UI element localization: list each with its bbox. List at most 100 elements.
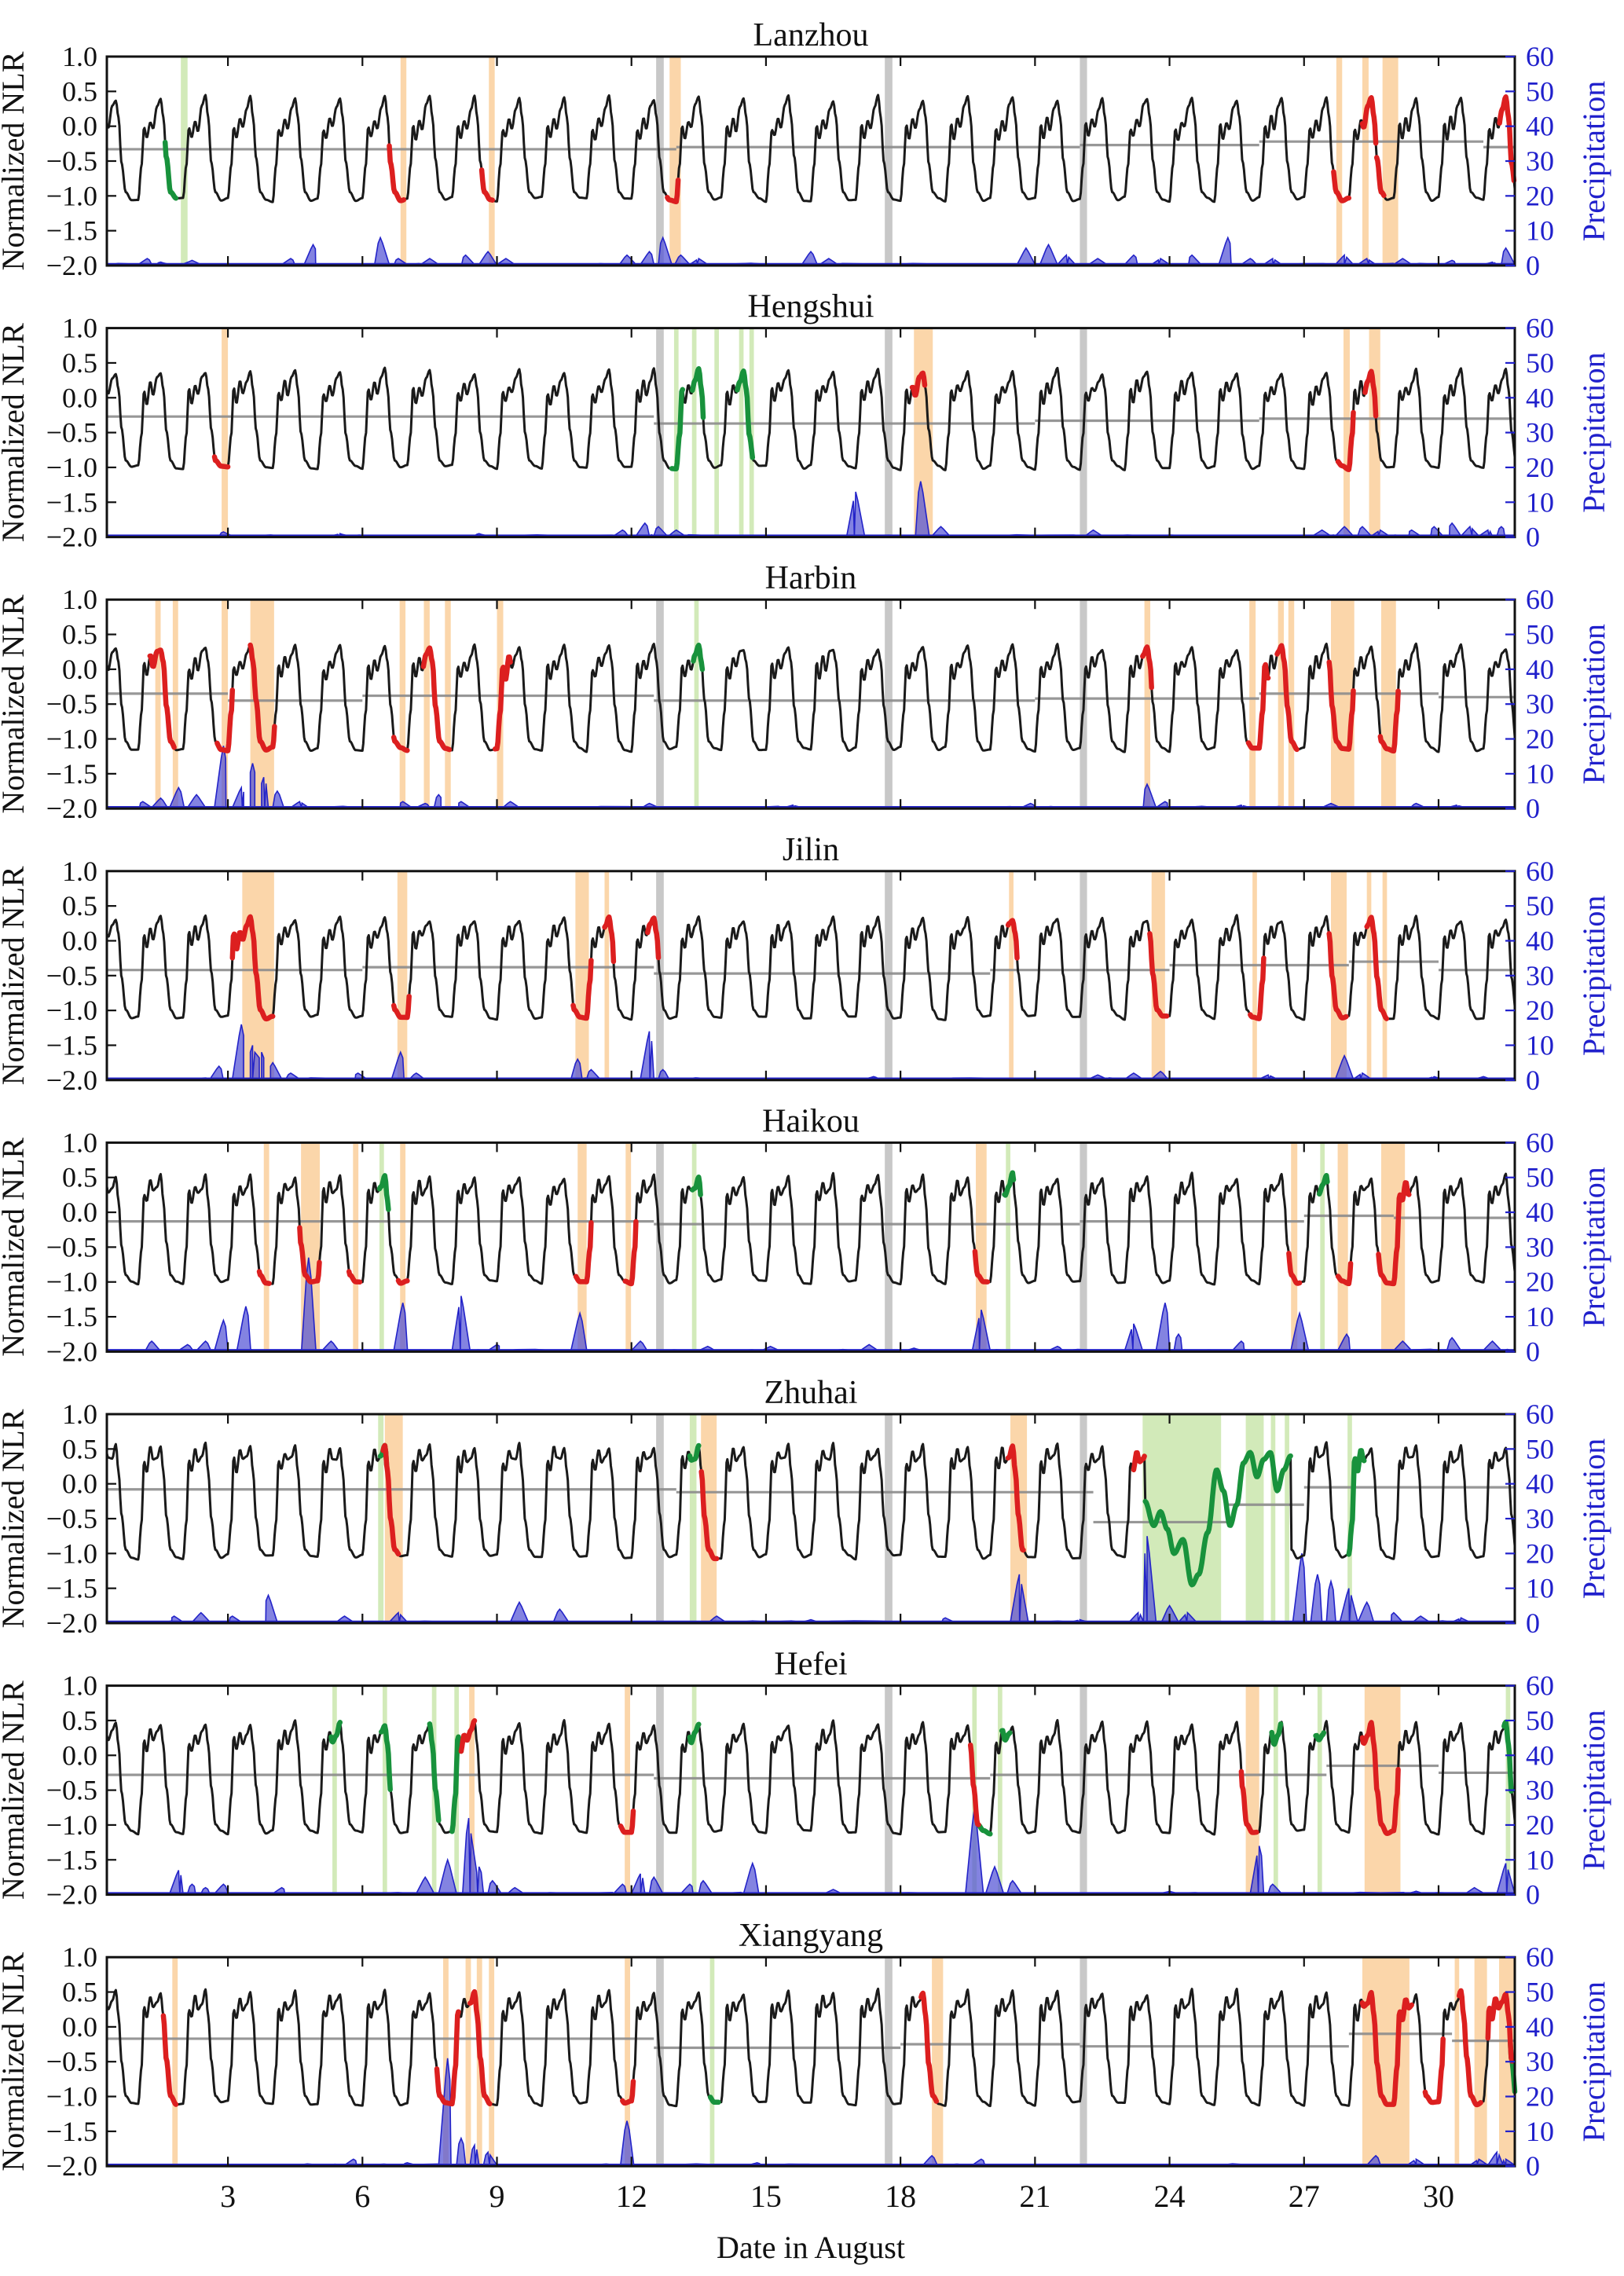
y-left-tick-label: −2.0 [46, 250, 97, 281]
green-band [691, 1142, 697, 1352]
x-tick-label: 6 [354, 2179, 370, 2214]
red-anomaly-segment [1335, 1260, 1354, 1287]
y-left-tick-label: −1.5 [46, 758, 97, 790]
panel-title: Haikou [762, 1103, 860, 1139]
red-anomaly-segment [622, 1219, 639, 1287]
red-anomaly-segment [1335, 409, 1356, 472]
panel-haikou: Haikou 1.0 0.5 0.0−0.5−1.0−1.5 −2.0 60 50 40302… [0, 1103, 1611, 1367]
x-tick-label: 24 [1154, 2179, 1186, 2214]
y-left-tick-label: 0.0 [62, 1739, 97, 1771]
green-anomaly-segment [977, 1823, 993, 1837]
red-anomaly-segment [1326, 931, 1349, 1021]
y-right-tick-label: 20 [1526, 180, 1554, 211]
red-anomaly-segment [1373, 155, 1387, 199]
y-right-tick-label: 40 [1526, 2011, 1554, 2043]
green-anomaly-segment [1316, 1172, 1330, 1197]
green-band [379, 1142, 384, 1352]
panel-title: Lanzhou [753, 17, 869, 53]
y-axis-label-right: Precipitation [1576, 1167, 1611, 1327]
red-anomaly-segment [229, 914, 276, 1022]
nlr-curve [105, 914, 1516, 1021]
red-anomaly-segment [160, 2013, 179, 2107]
red-anomaly-segment [1377, 688, 1401, 754]
y-axis-label-right: Precipitation [1576, 1710, 1611, 1870]
nlr-curve [105, 93, 1516, 203]
y-right-tick-label: 20 [1526, 2081, 1554, 2113]
y-right-tick-label: 50 [1526, 1705, 1554, 1736]
panel-title: Hengshui [748, 289, 874, 325]
green-band [1317, 1685, 1322, 1895]
red-anomaly-segment [602, 914, 617, 965]
y-right-tick-label: 10 [1526, 486, 1554, 518]
orange-band [604, 870, 610, 1080]
y-left-tick-label: 0.5 [62, 1705, 97, 1736]
y-right-tick-label: 40 [1526, 1468, 1554, 1500]
gray-band [885, 1957, 893, 2167]
green-band [749, 328, 754, 537]
red-anomaly-segment [1131, 1450, 1147, 1473]
orange-band [932, 1957, 944, 2167]
green-anomaly-segment [687, 1442, 702, 1463]
gray-band [885, 870, 893, 1080]
orange-band [1245, 1685, 1259, 1895]
red-anomaly-segment [698, 1468, 720, 1562]
orange-band [625, 1685, 631, 1895]
y-left-tick-label: −1.0 [46, 1809, 97, 1841]
red-anomaly-segment [1376, 1180, 1412, 1287]
red-anomaly-segment [918, 1990, 940, 2104]
green-anomaly-segment [376, 1173, 391, 1212]
green-anomaly-segment [427, 1721, 442, 1823]
y-right-tick-label: 10 [1526, 1844, 1554, 1875]
y-right-tick-label: 20 [1526, 1537, 1554, 1569]
orange-band [1337, 1142, 1348, 1352]
red-anomaly-segment [147, 647, 177, 750]
plot-border [105, 327, 1516, 539]
y-right-tick-label: 50 [1526, 75, 1554, 107]
red-anomaly-segment [1497, 94, 1517, 184]
green-band [1285, 1414, 1289, 1623]
red-anomaly-segment [247, 642, 277, 753]
orange-band [1252, 870, 1257, 1080]
red-anomaly-segment [1238, 1768, 1259, 1835]
green-band [673, 328, 679, 537]
orange-band [155, 599, 161, 809]
red-anomaly-segment [1456, 1988, 1483, 2108]
green-anomaly-segment [691, 643, 706, 673]
green-anomaly-segment [687, 1721, 702, 1746]
y-left-tick-label: 1.0 [62, 856, 97, 887]
y-left-tick-label: −0.5 [46, 2046, 97, 2077]
y-right-tick-label: 50 [1526, 890, 1554, 922]
y-axis-label-left: Normalized NLR [0, 866, 31, 1085]
green-band [1273, 1685, 1278, 1895]
red-anomaly-segment [1140, 644, 1154, 691]
x-tick-label: 27 [1289, 2179, 1320, 2214]
orange-band [384, 1414, 403, 1623]
green-band [709, 1957, 715, 2167]
y-axis-label-right: Precipitation [1576, 352, 1611, 512]
y-axis-label-left: Normalized NLR [0, 51, 31, 270]
red-anomaly-segment [211, 454, 231, 470]
red-anomaly-segment [1245, 662, 1271, 751]
y-right-tick-label: 0 [1526, 1065, 1540, 1096]
y-left-tick-label: 0.5 [62, 1162, 97, 1193]
y-left-tick-label: −2.0 [46, 2150, 97, 2182]
green-band [1006, 1142, 1010, 1352]
orange-band [1380, 1142, 1406, 1352]
orange-band [1454, 1957, 1460, 2167]
y-right-tick-label: 20 [1526, 724, 1554, 755]
gray-band [885, 328, 893, 537]
y-left-tick-label: −0.5 [46, 1503, 97, 1534]
y-left-tick-label: −1.0 [46, 1537, 97, 1569]
y-left-tick-label: 0.0 [62, 2011, 97, 2043]
orange-band [1009, 870, 1014, 1080]
y-left-tick-label: 0.0 [62, 111, 97, 142]
x-tick-label: 15 [750, 2179, 782, 2214]
red-anomaly-segment [909, 370, 928, 398]
orange-band [1369, 328, 1380, 537]
orange-band [701, 1414, 717, 1623]
green-band [691, 1685, 697, 1895]
y-left-tick-label: 0.0 [62, 925, 97, 956]
